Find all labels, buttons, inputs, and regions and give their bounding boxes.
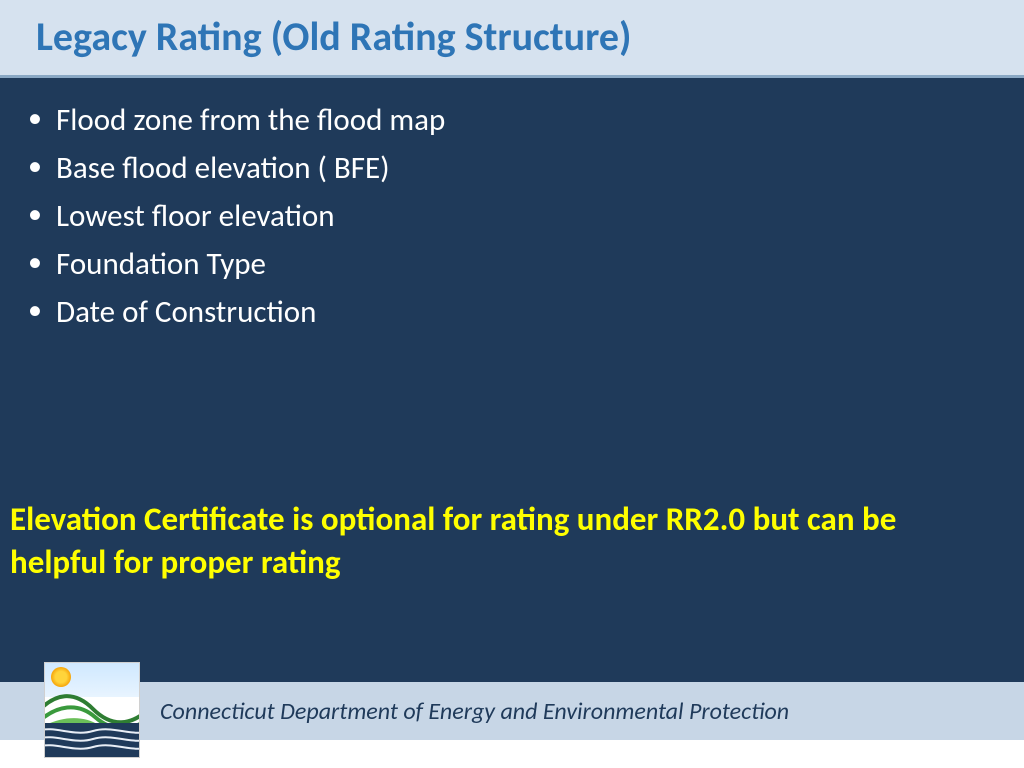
title-bar: Legacy Rating (Old Rating Structure) — [0, 0, 1024, 78]
callout-text: Elevation Certificate is optional for ra… — [10, 498, 970, 584]
list-item: Flood zone from the flood map — [28, 96, 1024, 144]
list-item: Lowest floor elevation — [28, 192, 1024, 240]
list-item: Base flood elevation ( BFE) — [28, 144, 1024, 192]
bullet-list: Flood zone from the flood map Base flood… — [28, 96, 1024, 336]
footer-band: Connecticut Department of Energy and Env… — [0, 682, 1024, 740]
slide-title: Legacy Rating (Old Rating Structure) — [36, 12, 1024, 61]
list-item: Foundation Type — [28, 240, 1024, 288]
list-item: Date of Construction — [28, 288, 1024, 336]
bottom-margin — [0, 740, 1024, 768]
footer-text: Connecticut Department of Energy and Env… — [160, 697, 789, 726]
slide-body: Flood zone from the flood map Base flood… — [0, 78, 1024, 336]
ct-deep-logo-icon — [44, 662, 140, 758]
slide: Legacy Rating (Old Rating Structure) Flo… — [0, 0, 1024, 768]
